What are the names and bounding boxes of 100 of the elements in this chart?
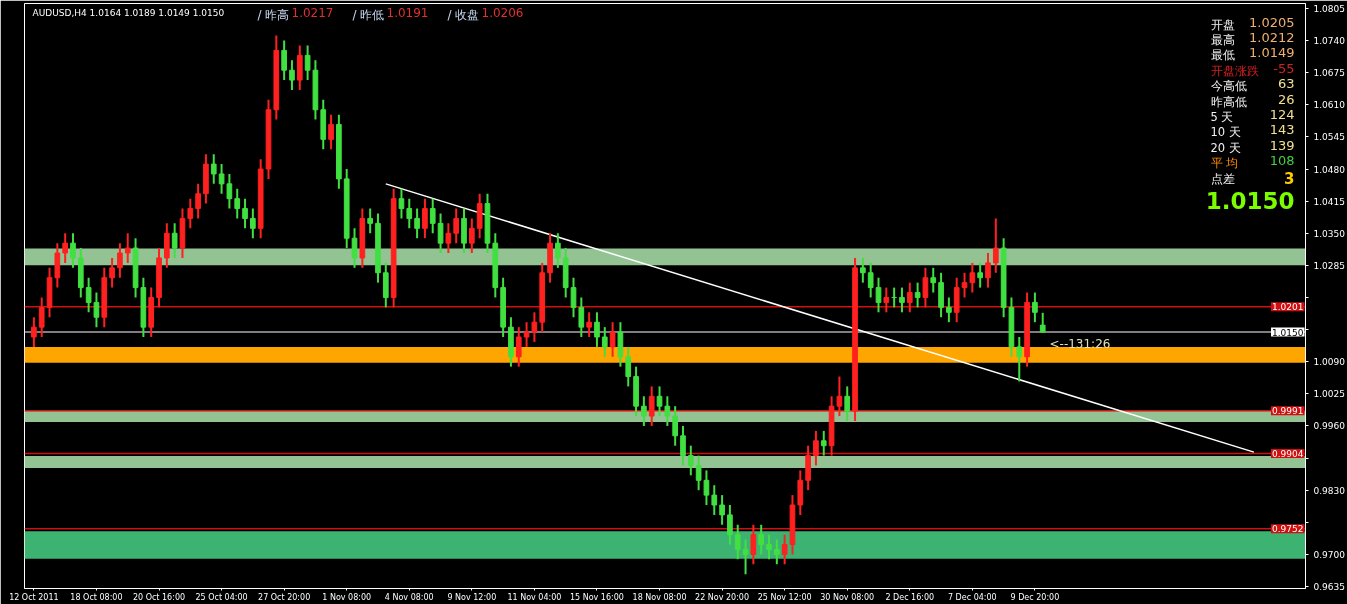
candlestick: [946, 296, 952, 324]
y-tick-label: 0.9635: [1313, 582, 1345, 593]
x-tick-label: 2 Dec 16:00: [885, 592, 935, 602]
candlestick: [234, 187, 241, 220]
candlestick: [844, 385, 851, 422]
candlestick: [750, 523, 757, 566]
candlestick: [195, 182, 201, 220]
candlestick: [672, 405, 679, 447]
candlestick: [977, 261, 984, 289]
candlestick: [531, 311, 538, 343]
candlestick: [961, 271, 968, 299]
candlestick: [398, 187, 405, 220]
candlestick: [625, 345, 632, 388]
text: 平 均 108: [1210, 153, 1295, 171]
y-tick-label: 1.0675: [1313, 68, 1345, 79]
x-tick-label: 15 Nov 16:00: [569, 592, 624, 602]
y-tick-label: 1.0350: [1313, 228, 1346, 239]
candlestick: [711, 484, 718, 516]
candlestick: [445, 222, 452, 255]
y-tick-label: 0.9830: [1313, 485, 1346, 496]
candlestick: [281, 39, 287, 82]
y-tick-label: 1.0610: [1313, 100, 1346, 111]
x-tick-label: 18 Oct 08:00: [70, 592, 123, 602]
annotation: / 昨低 1.0191: [352, 5, 429, 22]
y-tick-label: 0.9960: [1313, 421, 1346, 432]
candlestick: [1039, 311, 1046, 334]
y-tick-label: 0.9700: [1313, 549, 1346, 560]
candlestick: [226, 172, 233, 210]
ref-line-label: 1.0201: [1272, 302, 1304, 313]
candlestick: [1032, 291, 1038, 324]
candlestick: [523, 321, 530, 348]
text: 10 天 143: [1210, 122, 1295, 140]
candlestick: [648, 385, 655, 427]
candlestick: [31, 316, 37, 348]
candlestick: [242, 197, 248, 230]
annotation: / 昨高 1.0217: [257, 5, 334, 22]
candlestick: [453, 207, 460, 245]
text: 昨高低 26: [1210, 91, 1295, 109]
candlestick: [985, 252, 991, 289]
candlestick: [210, 153, 217, 185]
annotation: 1.0150: [1205, 187, 1295, 214]
candlestick: [836, 375, 843, 418]
candlestick: [703, 469, 710, 506]
candlestick: [601, 326, 608, 358]
candlestick: [38, 296, 45, 339]
candlestick: [922, 266, 929, 309]
x-tick-label: 7 Dec 04:00: [947, 592, 997, 602]
candlestick: [62, 232, 69, 264]
candlestick: [727, 504, 733, 546]
candlestick: [304, 44, 311, 82]
candlestick: [124, 232, 131, 264]
candlestick: [992, 217, 999, 274]
candlestick: [328, 113, 334, 151]
candlestick: [656, 385, 663, 418]
candlestick: [773, 538, 780, 566]
candlestick: [734, 523, 741, 561]
candlestick: [687, 444, 694, 477]
annotation: / 收盘 1.0206: [447, 5, 524, 22]
candlestick: [367, 207, 374, 235]
candlestick: [1016, 336, 1023, 383]
y-tick-label: 1.0740: [1313, 36, 1346, 47]
candlestick: [586, 311, 592, 339]
x-tick-label: 12 Oct 2011: [9, 592, 59, 602]
candlestick: [468, 217, 475, 255]
candlestick: [899, 286, 905, 314]
y-tick-label: 1.0415: [1313, 196, 1345, 207]
annotation: <--131:26: [1049, 336, 1111, 351]
candlestick: [515, 326, 522, 368]
x-tick-label: 25 Nov 12:00: [757, 592, 812, 602]
y-tick-label: 1.0545: [1313, 132, 1345, 143]
candlestick: [820, 429, 827, 457]
candlestick: [422, 197, 428, 240]
candlestick: [578, 296, 585, 339]
x-tick-label: 27 Oct 20:00: [258, 592, 311, 602]
x-tick-label: 4 Nov 08:00: [384, 592, 434, 602]
candlestick: [70, 232, 76, 269]
candlestick: [594, 311, 600, 348]
text: 最低 1.0149: [1210, 45, 1295, 63]
candlestick: [719, 494, 725, 526]
candlestick: [570, 276, 577, 319]
candlestick: [875, 276, 882, 314]
ref-line-label: 1.0150: [1272, 327, 1304, 338]
text: 开盘涨跌 -55: [1210, 60, 1295, 78]
candlestick: [883, 286, 890, 314]
candlestick: [914, 281, 921, 309]
y-tick-label: 1.0285: [1313, 260, 1345, 271]
candlestick: [218, 163, 225, 195]
candlestick: [680, 424, 686, 467]
ref-line-label: 0.9752: [1272, 524, 1304, 535]
candlestick: [414, 207, 420, 240]
candlestick: [664, 395, 671, 427]
candlestick: [609, 321, 616, 358]
candlestick: [742, 538, 749, 576]
candlestick: [813, 429, 819, 467]
x-tick-label: 9 Nov 12:00: [447, 592, 497, 602]
candlestick: [555, 232, 561, 269]
candlestick: [695, 454, 702, 492]
text: AUDUSD,H4 1.0164 1.0189 1.0149 1.0150: [32, 7, 225, 18]
text: 开盘 1.0205: [1210, 14, 1295, 32]
candlestick: [860, 256, 866, 284]
